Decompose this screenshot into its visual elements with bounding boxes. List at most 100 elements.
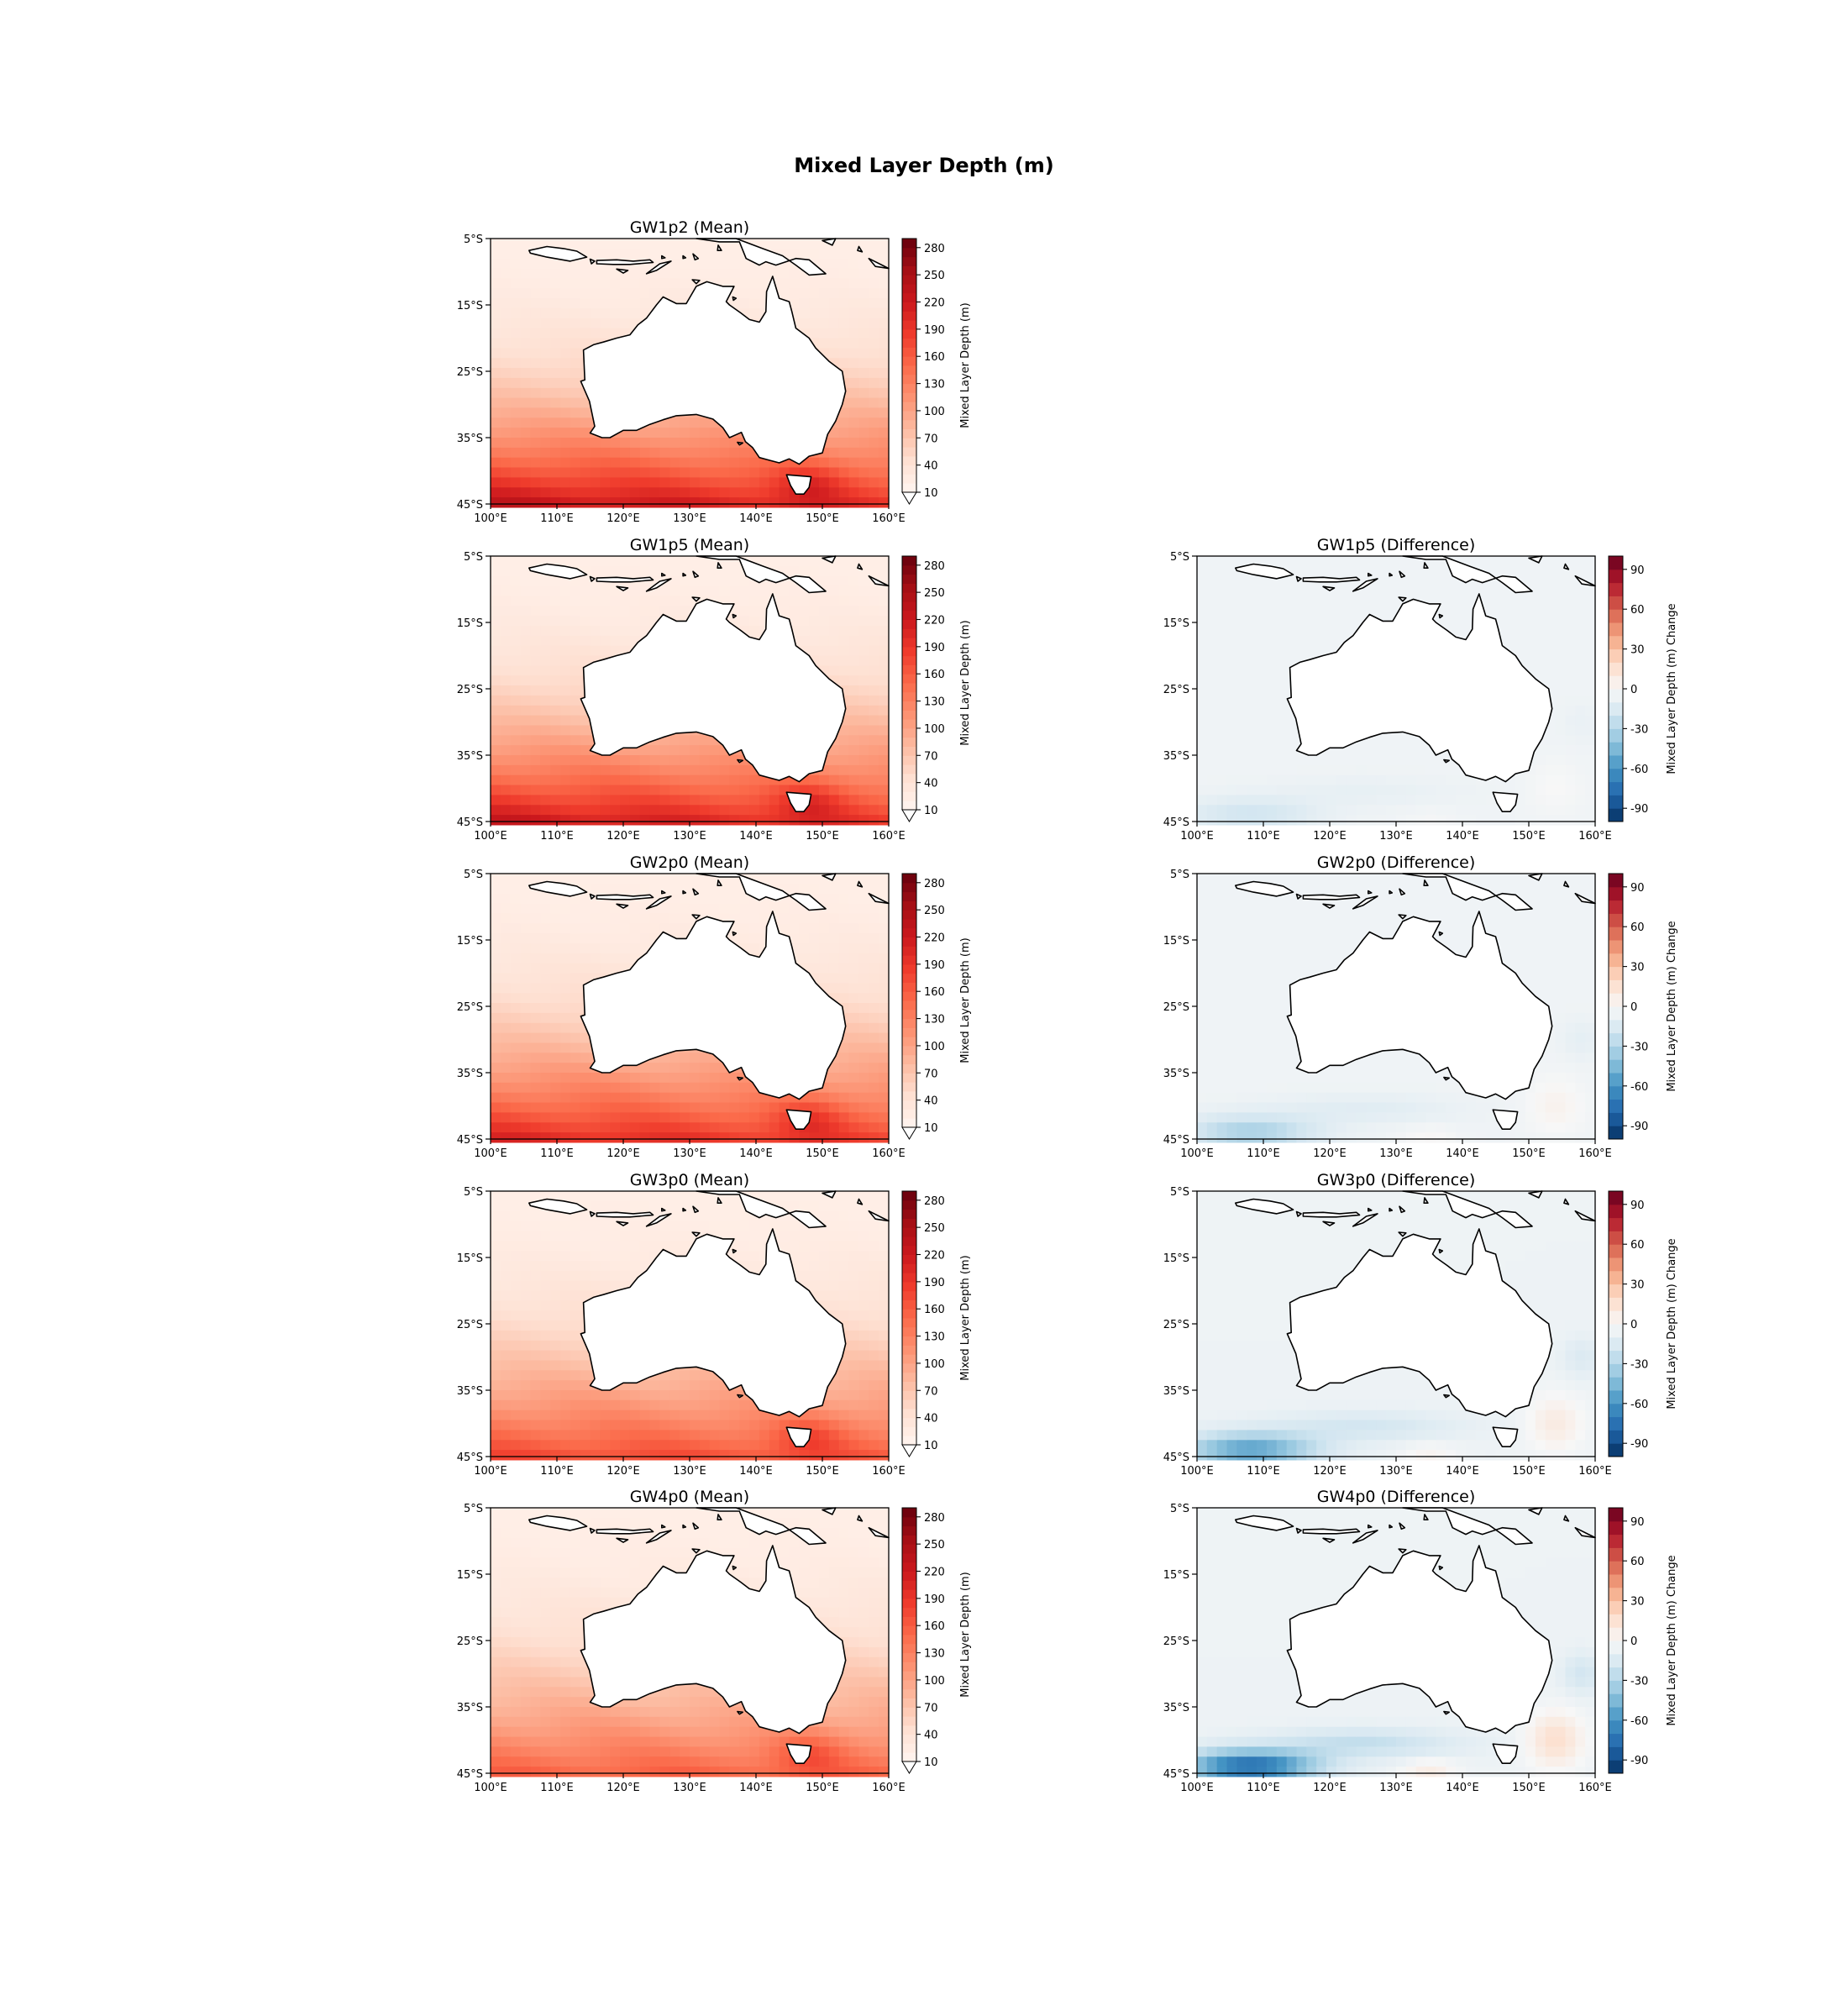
field-cell (520, 278, 531, 289)
field-cell (550, 815, 561, 826)
field-cell (1276, 1112, 1288, 1123)
field-cell (1197, 1063, 1208, 1074)
field-cell (659, 805, 670, 816)
field-cell (620, 764, 631, 776)
field-cell (699, 795, 711, 806)
field-cell (540, 745, 551, 756)
field-cell (699, 755, 711, 766)
field-cell (848, 358, 859, 369)
field-cell (848, 457, 859, 469)
field-cell (580, 457, 591, 469)
field-cell (828, 973, 840, 984)
field-cell (1226, 685, 1237, 696)
field-cell (520, 407, 531, 418)
field-cell (749, 903, 760, 914)
field-cell (690, 258, 701, 270)
colorbar-band (1609, 596, 1623, 610)
field-cell (550, 358, 561, 369)
field-cell (1236, 805, 1247, 816)
field-cell (879, 675, 890, 686)
field-cell (560, 645, 571, 656)
field-cell (491, 1102, 501, 1113)
field-cell (560, 715, 571, 726)
field-cell (680, 575, 690, 587)
field-cell (500, 943, 512, 954)
field-cell (550, 606, 561, 617)
field-cell (550, 973, 561, 984)
field-cell (629, 795, 641, 806)
field-cell (879, 457, 890, 469)
field-cell (491, 387, 501, 399)
field-cell (848, 725, 859, 736)
field-cell (799, 307, 810, 319)
field-cell (1575, 665, 1586, 676)
field-cell (560, 675, 571, 686)
field-cell (699, 893, 711, 905)
field-cell (828, 447, 840, 459)
field-cell (729, 893, 740, 905)
colorbar-band (902, 973, 916, 983)
field-cell (1585, 815, 1596, 826)
field-cell (550, 963, 561, 974)
field-cell (590, 248, 601, 260)
field-cell (520, 1063, 531, 1074)
field-cell (779, 239, 790, 249)
field-cell (520, 735, 531, 746)
field-cell (848, 298, 859, 309)
field-cell (570, 1073, 581, 1084)
field-cell (828, 318, 840, 329)
field-cell (819, 973, 830, 984)
field-cell (1545, 785, 1557, 795)
field-cell (709, 1073, 721, 1084)
field-cell (550, 487, 561, 498)
field-cell (1247, 1063, 1257, 1074)
field-cell (520, 358, 531, 369)
colorbar-label: Mixed Layer Depth (m) Change (1666, 603, 1678, 774)
field-cell (1565, 764, 1576, 776)
field-cell (1535, 774, 1546, 786)
field-cell (610, 953, 621, 964)
field-cell (491, 1063, 501, 1074)
field-cell (1316, 626, 1327, 637)
field-cell (1267, 785, 1278, 795)
field-cell (540, 705, 551, 717)
field-cell (540, 1132, 551, 1143)
field-cell (1535, 635, 1546, 647)
field-cell (500, 556, 512, 567)
field-cell (530, 764, 541, 776)
field-cell (848, 874, 859, 885)
field-cell (858, 655, 869, 666)
field-cell (491, 993, 501, 1004)
field-cell (1555, 764, 1566, 776)
island-coastline (589, 258, 596, 265)
field-cell (1366, 606, 1377, 617)
field-cell (530, 307, 541, 319)
field-cell (550, 626, 561, 637)
field-cell (500, 665, 512, 676)
field-cell (1236, 1022, 1247, 1034)
colorbar-band (902, 755, 916, 765)
field-cell (848, 616, 859, 627)
field-cell (879, 805, 890, 816)
field-cell (520, 725, 531, 736)
field-cell (858, 377, 869, 389)
field-cell (1565, 626, 1576, 637)
field-cell (779, 1122, 790, 1133)
field-cell (729, 903, 740, 914)
y-tick-label: 25°S (457, 1001, 483, 1014)
field-cell (709, 893, 721, 905)
colorbar-band (902, 383, 916, 393)
field-cell (491, 973, 501, 984)
field-cell (1267, 1102, 1278, 1113)
field-cell (1415, 815, 1427, 826)
field-cell (520, 368, 531, 379)
field-cell (828, 913, 840, 924)
field-cell (510, 407, 522, 418)
field-cell (1585, 764, 1596, 776)
field-cell (739, 805, 750, 816)
field-cell (639, 298, 651, 309)
field-cell (858, 397, 869, 408)
colorbar-band (902, 710, 916, 720)
field-cell (550, 725, 561, 736)
field-cell (550, 735, 561, 746)
